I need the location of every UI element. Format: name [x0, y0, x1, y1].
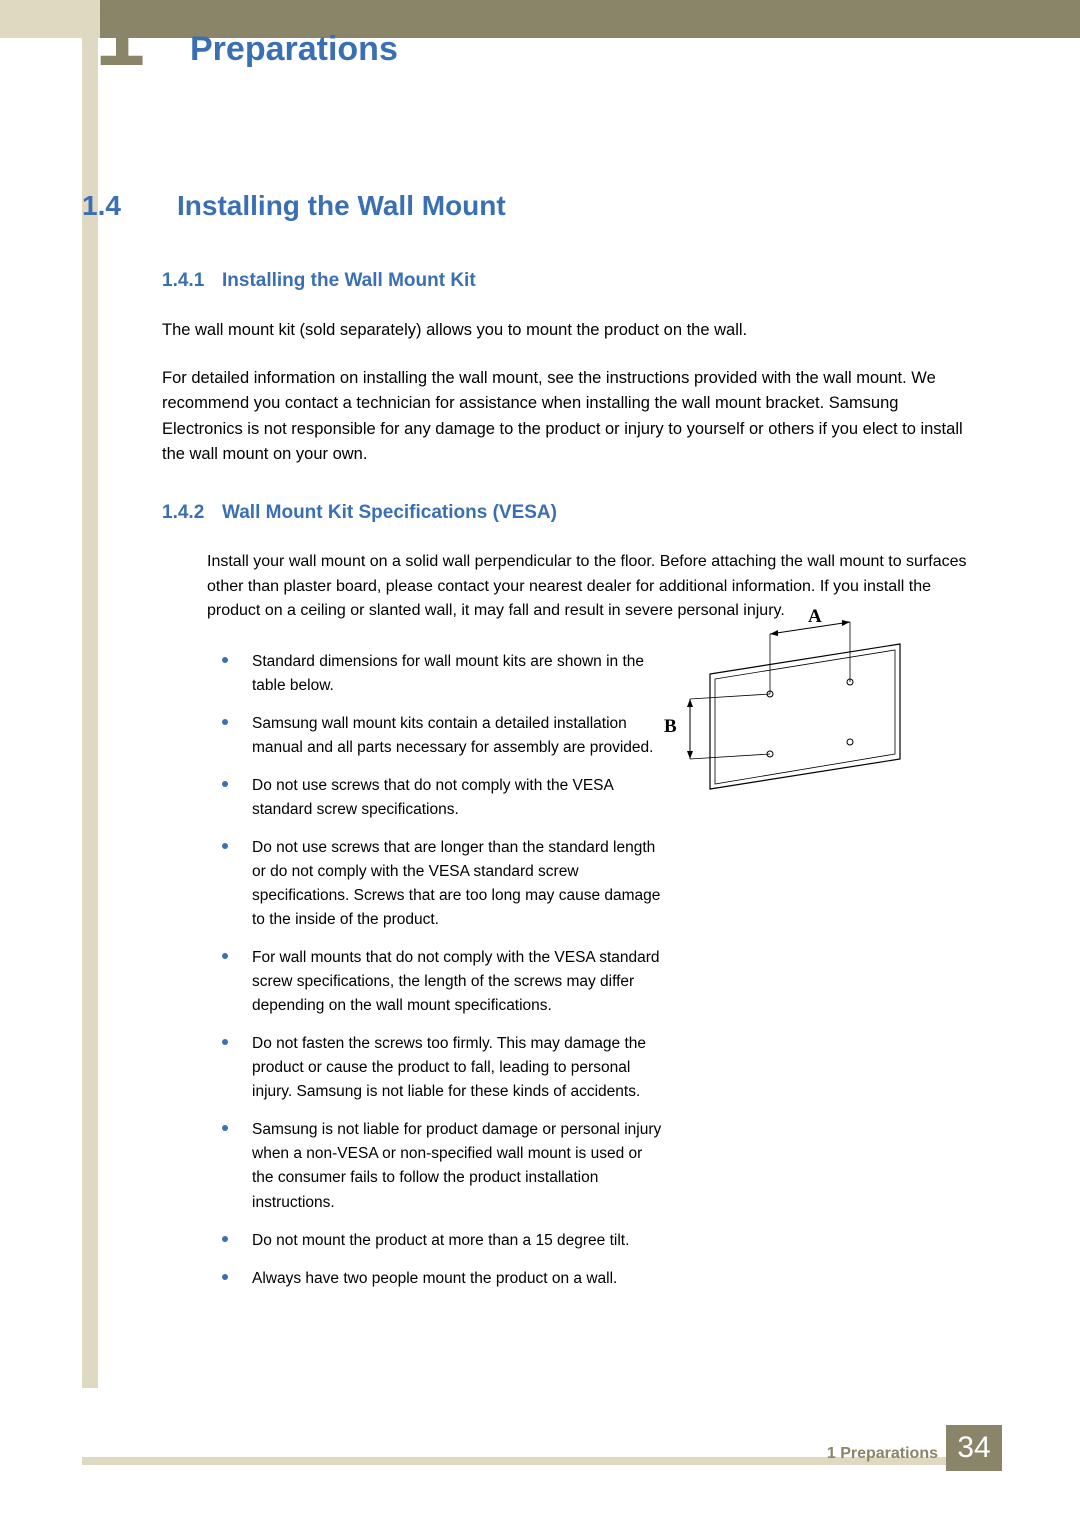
section-number: 1.4 — [82, 190, 177, 222]
list-item: Samsung wall mount kits contain a detail… — [222, 712, 662, 760]
diagram-label-a: A — [808, 606, 822, 627]
bullet-list: Standard dimensions for wall mount kits … — [222, 650, 662, 1290]
vesa-diagram: A B — [660, 604, 920, 804]
page-number: 34 — [946, 1425, 1002, 1471]
subsection-number: 1.4.1 — [162, 270, 222, 292]
header-accent — [0, 0, 100, 38]
subsection-heading: 1.4.1Installing the Wall Mount Kit — [162, 270, 982, 292]
paragraph: For detailed information on installing t… — [162, 366, 982, 468]
header-band — [0, 0, 1080, 38]
list-item: For wall mounts that do not comply with … — [222, 946, 662, 1018]
subsection-heading: 1.4.2Wall Mount Kit Specifications (VESA… — [162, 502, 982, 524]
diagram-label-b: B — [664, 716, 677, 737]
list-item: Do not use screws that do not comply wit… — [222, 774, 662, 822]
list-item: Do not fasten the screws too firmly. Thi… — [222, 1032, 662, 1104]
paragraph: The wall mount kit (sold separately) all… — [162, 318, 982, 344]
list-item: Do not mount the product at more than a … — [222, 1229, 662, 1253]
subsection-title: Installing the Wall Mount Kit — [222, 270, 476, 291]
subsection-title: Wall Mount Kit Specifications (VESA) — [222, 502, 557, 523]
list-item: Samsung is not liable for product damage… — [222, 1118, 662, 1214]
section-title: Installing the Wall Mount — [177, 190, 506, 221]
list-item: Do not use screws that are longer than t… — [222, 836, 662, 932]
list-item: Always have two people mount the product… — [222, 1267, 662, 1291]
footer-section-label: 1 Preparations — [827, 1445, 938, 1463]
list-item: Standard dimensions for wall mount kits … — [222, 650, 662, 698]
section-heading: 1.4Installing the Wall Mount — [82, 190, 982, 222]
chapter-title: Preparations — [190, 30, 398, 69]
chapter-number: 1 — [95, 0, 145, 80]
subsection-number: 1.4.2 — [162, 502, 222, 524]
